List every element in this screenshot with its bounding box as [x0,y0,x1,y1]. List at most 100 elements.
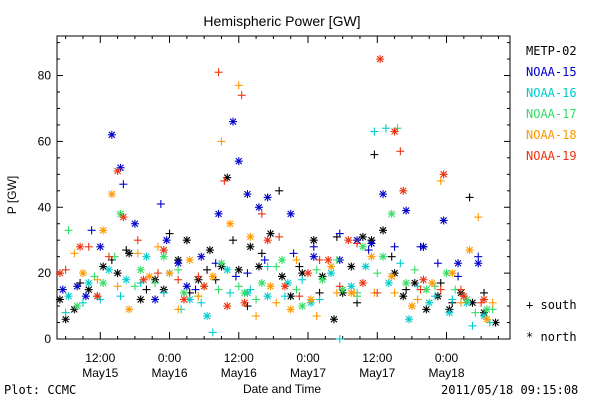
noaa-19-north-point [113,167,122,176]
plot-credit: Plot: CCMC [4,383,77,397]
scatter-points [55,55,500,343]
noaa-15-north-point [197,252,206,261]
x-tick-date-label: May16 [152,366,188,380]
noaa-15-north-point [286,209,295,218]
noaa-19-south-point [295,292,304,301]
noaa-18-north-point [107,190,116,199]
y-tick-label: 80 [38,69,52,83]
noaa-16-south-point [370,127,379,136]
y-tick-label: 60 [38,134,52,148]
legend-entry-noaa-17: NOAA-17 [526,107,577,121]
noaa-19-north-point [480,295,489,304]
noaa-17-north-point [402,279,411,288]
noaa-15-north-point [214,209,223,218]
noaa-19-north-point [399,186,408,195]
noaa-15-south-point [119,180,128,189]
noaa-18-north-point [482,315,491,324]
noaa-15-north-point [229,117,238,126]
noaa-19-south-point [104,252,113,261]
noaa-18-south-point [474,213,483,222]
noaa-18-north-point [99,226,108,235]
metp-02-north-point [379,226,388,235]
y-tick-label: 40 [38,200,52,214]
noaa-18-south-point [413,295,422,304]
noaa-16-north-point [327,269,336,278]
noaa-15-south-point [156,199,165,208]
noaa-16-north-point [223,265,232,274]
legend-entry-noaa-18: NOAA-18 [526,128,577,142]
noaa-18-north-point [145,272,154,281]
noaa-19-south-point [237,91,246,100]
metp-02-south-point [165,229,174,238]
noaa-18-south-point [272,298,281,307]
metp-02-south-point [142,285,151,294]
metp-02-south-point [465,193,474,202]
noaa-15-north-point [182,282,191,291]
noaa-19-north-point [119,213,128,222]
noaa-17-north-point [442,269,451,278]
noaa-15-south-point [289,249,298,258]
noaa-15-south-point [87,226,96,235]
noaa-15-north-point [243,190,252,199]
metp-02-north-point [266,229,275,238]
noaa-17-south-point [410,265,419,274]
noaa-16-north-point [64,292,73,301]
x-tick-time-label: 12:00 [224,351,254,365]
y-axis-label: P [GW] [5,176,19,214]
noaa-15-north-point [162,236,171,245]
noaa-15-north-point [58,285,67,294]
noaa-19-north-point [93,292,102,301]
metp-02-south-point [295,262,304,271]
noaa-19-north-point [263,236,272,245]
noaa-17-south-point [471,308,480,317]
noaa-18-south-point [456,298,465,307]
legend-entry-metp-02: METP-02 [526,44,577,58]
noaa-18-north-point [78,269,87,278]
noaa-16-north-point [425,298,434,307]
noaa-15-south-point [243,269,252,278]
noaa-15-north-point [309,252,318,261]
metp-02-north-point [99,262,108,271]
x-tick-date-label: May17 [359,366,395,380]
noaa-19-north-point [344,236,353,245]
noaa-19-north-point [459,292,468,301]
noaa-19-south-point [153,269,162,278]
noaa-18-north-point [246,232,255,241]
noaa-15-north-point [107,130,116,139]
noaa-19-south-point [174,275,183,284]
noaa-19-north-point [139,275,148,284]
noaa-17-north-point [278,255,287,264]
metp-02-south-point [229,236,238,245]
noaa-19-north-point [390,127,399,136]
plot-frame [56,35,511,340]
noaa-18-south-point [436,176,445,185]
noaa-17-south-point [332,255,341,264]
noaa-16-south-point [298,275,307,284]
noaa-17-north-point [240,288,249,297]
noaa-15-north-point [151,295,160,304]
metp-02-north-point [399,292,408,301]
noaa-18-north-point [367,252,376,261]
noaa-18-south-point [194,292,203,301]
noaa-17-north-point [387,209,396,218]
noaa-15-south-point [309,242,318,251]
noaa-15-south-point [191,285,200,294]
noaa-18-north-point [327,262,336,271]
noaa-19-south-point [335,282,344,291]
noaa-19-north-point [280,282,289,291]
noaa-15-south-point [260,255,269,264]
noaa-16-south-point [159,288,168,297]
noaa-18-north-point [286,305,295,314]
metp-02-south-point [387,252,396,261]
marker-key-north: * north [526,330,577,344]
noaa-19-south-point [133,236,142,245]
metp-02-north-point [422,305,431,314]
noaa-19-south-point [315,255,324,264]
metp-02-south-point [257,249,266,258]
metp-02-north-point [55,295,64,304]
noaa-17-south-point [292,285,301,294]
noaa-16-north-point [361,262,370,271]
x-tick-date-label: May15 [82,366,118,380]
noaa-17-north-point [482,305,491,314]
y-tick-label: 0 [44,332,51,346]
